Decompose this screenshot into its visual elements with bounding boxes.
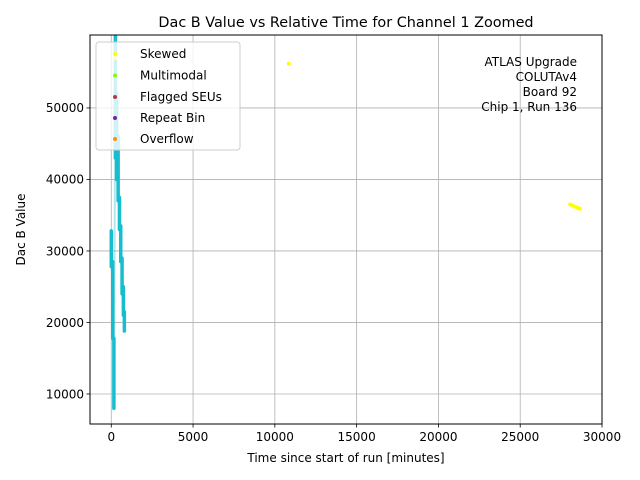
legend-label-repeat-bin: Repeat Bin (140, 111, 205, 125)
legend-label-multimodal: Multimodal (140, 69, 207, 83)
x-tick-label: 0 (107, 430, 115, 444)
x-tick-label: 5000 (178, 430, 209, 444)
x-tick-label: 20000 (419, 430, 457, 444)
annotation-box: ATLAS Upgrade COLUTAv4 Board 92 Chip 1, … (481, 55, 577, 114)
y-tick-label: 20000 (46, 316, 84, 330)
data-point-bridge (122, 300, 126, 322)
annotation-line-1: ATLAS Upgrade (484, 55, 577, 69)
y-axis-label: Dac B Value (14, 193, 28, 265)
legend-marker-multimodal (113, 73, 117, 78)
legend-label-skewed: Skewed (140, 47, 186, 61)
legend-label-overflow: Overflow (140, 132, 194, 146)
x-axis-label: Time since start of run [minutes] (246, 451, 444, 465)
legend: Skewed Multimodal Flagged SEUs Repeat Bi… (95, 41, 241, 151)
data-point-bridge (111, 299, 115, 374)
legend-marker-repeat-bin (113, 116, 117, 120)
annotation-line-3: Board 92 (523, 85, 577, 99)
skewed-point (286, 61, 291, 66)
chart-title: Dac B Value vs Relative Time for Channel… (158, 15, 533, 31)
x-tick-label: 10000 (256, 430, 294, 444)
y-tick-label: 10000 (46, 387, 84, 401)
data-point-bridge (110, 248, 114, 300)
grid-lines (90, 35, 603, 424)
legend-marker-skewed (113, 52, 117, 56)
y-tick-label: 40000 (46, 173, 84, 187)
x-axis-ticks: 0 5000 10000 15000 20000 25000 30000 (107, 424, 621, 444)
y-tick-label: 30000 (46, 244, 84, 258)
annotation-line-4: Chip 1, Run 136 (481, 100, 577, 114)
skewed-point (577, 206, 582, 211)
legend-frame (95, 41, 241, 151)
plot-frame (89, 34, 603, 425)
data-point-bridge (118, 213, 122, 244)
x-tick-label: 25000 (501, 430, 539, 444)
legend-marker-overflow (113, 137, 117, 141)
y-axis-ticks: 10000 20000 30000 40000 50000 (46, 101, 90, 401)
data-point-bridge (117, 168, 121, 214)
y-tick-label: 50000 (46, 101, 84, 115)
legend-label-flagged-seus: Flagged SEUs (140, 90, 222, 104)
x-tick-label: 30000 (583, 430, 621, 444)
data-point-bridge (121, 275, 125, 302)
x-tick-label: 15000 (338, 430, 376, 444)
legend-marker-flagged-seus (113, 95, 117, 99)
data-point-bridge (119, 243, 124, 277)
annotation-line-2: COLUTAv4 (516, 70, 577, 84)
